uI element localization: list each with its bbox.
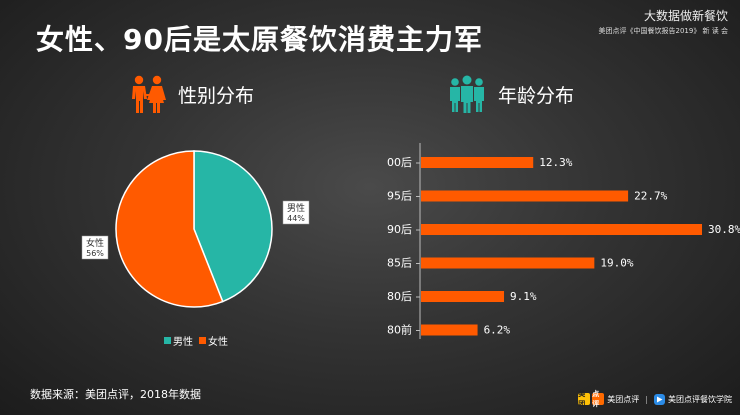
age-bar — [421, 291, 505, 302]
bar-category-label: 95后 — [387, 190, 412, 203]
age-bar — [421, 190, 629, 202]
legend-swatch-male — [164, 337, 171, 344]
legend-swatch-female — [199, 337, 206, 344]
bar-value-label: 19.0% — [600, 257, 633, 270]
footer-app-name: 美团点评 — [607, 394, 640, 404]
pie-label-name: 女性 — [86, 237, 104, 249]
legend-item-female: 女性 — [199, 333, 228, 348]
bar-category-label: 00后 — [387, 156, 412, 169]
age-bar — [421, 157, 534, 168]
brand-block: 大数据做新餐饮 美团点评《中国餐饮报告2019》 新 读 会 — [599, 7, 729, 36]
pie-label-box — [282, 200, 310, 225]
age-section-label: 年龄分布 — [498, 84, 575, 107]
pie-label-box — [81, 235, 109, 260]
data-source-note: 数据来源：美团点评，2018年数据 — [30, 388, 201, 401]
bar-category-label: 80后 — [387, 290, 412, 303]
age-bar — [421, 257, 595, 269]
bar-value-label: 9.1% — [510, 290, 537, 303]
bar-category-label: 85后 — [387, 257, 412, 270]
bar-value-label: 22.7% — [634, 190, 667, 203]
dianping-logo-icon: 点评 — [592, 390, 605, 408]
group-icon — [450, 75, 484, 113]
bar-category-label: 90后 — [387, 223, 412, 236]
page-title: 女性、90后是太原餐饮消费主力军 — [36, 23, 483, 56]
brand-slogan: 大数据做新餐饮 — [643, 9, 728, 23]
legend-item-male: 男性 — [164, 333, 193, 348]
footer-academy-name: 美团点评餐饮学院 — [668, 394, 732, 404]
bar-category-label: 80前 — [387, 323, 412, 337]
pie-slice-male — [193, 150, 273, 303]
age-bar — [421, 224, 702, 235]
footer-divider: | — [645, 394, 648, 404]
footer-logos: 美团 点评 美团点评 | 美团点评餐饮学院 — [578, 390, 732, 408]
meituan-logo-icon: 美团 — [578, 390, 591, 408]
pie-legend: 男性 女性 — [164, 333, 234, 348]
bar-value-label: 30.8% — [708, 223, 740, 236]
legend-label-male: 男性 — [173, 337, 193, 348]
bar-value-label: 12.3% — [539, 156, 572, 169]
age-section-header: 年龄分布 — [446, 74, 574, 114]
couple-icon — [132, 75, 166, 113]
pie-label-value: 44% — [287, 214, 305, 223]
gender-section-label: 性别分布 — [178, 84, 255, 107]
pie-label-name: 男性 — [287, 202, 305, 214]
gender-section-header: 性别分布 — [128, 74, 254, 114]
play-icon — [654, 393, 665, 405]
age-bar — [421, 324, 478, 336]
pie-slice-female — [115, 150, 224, 308]
pie-label-value: 56% — [86, 249, 104, 258]
legend-label-female: 女性 — [208, 337, 228, 348]
bar-value-label: 6.2% — [484, 324, 511, 337]
brand-subtitle: 美团点评《中国餐饮报告2019》 新 读 会 — [598, 27, 729, 35]
